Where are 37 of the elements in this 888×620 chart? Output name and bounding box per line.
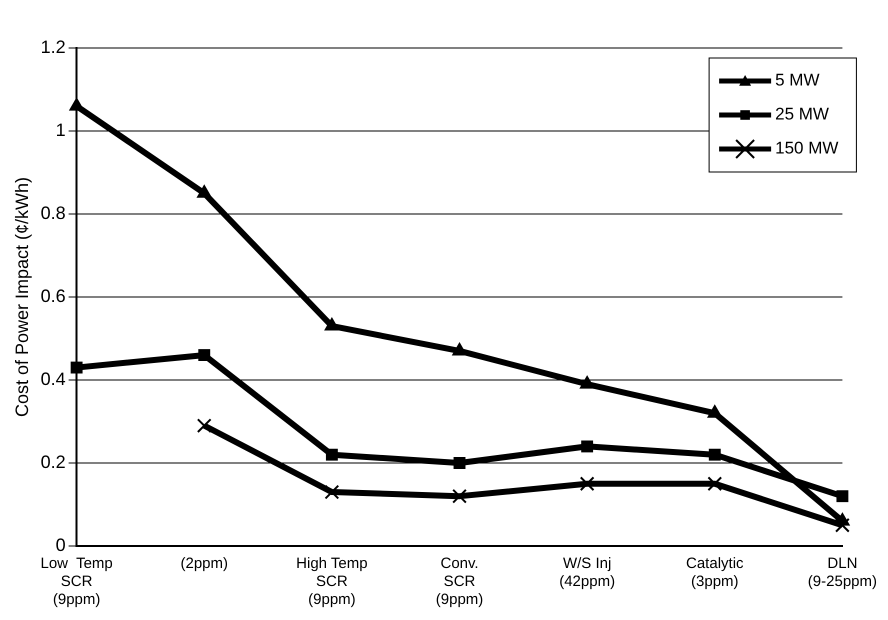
point (326, 448, 338, 461)
point (197, 185, 212, 198)
legend-label: 5 MW (775, 70, 820, 90)
point (581, 440, 594, 452)
x-tick-label: Low Temp SCR (9ppm) (40, 555, 113, 608)
point (580, 376, 594, 389)
x-tick-label: DLN (9-25ppm) (808, 555, 878, 590)
point (708, 405, 722, 418)
point (836, 490, 848, 502)
point (452, 488, 467, 504)
y-tick-label: 0.6 (40, 286, 66, 306)
point (70, 362, 83, 374)
y-axis-title: Cost of Power Impact (¢/kWh) (12, 176, 32, 418)
point (708, 448, 721, 461)
point (70, 98, 84, 111)
y-tick-label: 1 (56, 120, 66, 140)
y-tick-label: 0.2 (40, 452, 66, 472)
y-tick-label: 0.4 (40, 368, 66, 389)
legend-label: 150 MW (775, 138, 838, 158)
y-tick-label: 0.8 (40, 202, 66, 223)
x-tick-label: High Temp SCR (9ppm) (296, 555, 368, 608)
y-tick-label: 0 (56, 534, 66, 555)
x-tick-label: W/S Inj (42ppm) (559, 555, 616, 590)
point (707, 476, 722, 492)
point (198, 349, 210, 362)
point (580, 476, 595, 492)
point (324, 318, 339, 331)
point (454, 457, 466, 469)
point (324, 484, 340, 500)
x-tick-label: Catalytic (3ppm) (686, 555, 744, 590)
point (196, 418, 212, 434)
legend-label: 25 MW (775, 104, 829, 124)
y-tick-label: 1.2 (40, 36, 66, 57)
x-tick-label: (2ppm) (180, 555, 228, 572)
point (835, 518, 850, 533)
x-tick-label: Conv. SCR (9ppm) (436, 555, 484, 608)
point (452, 342, 467, 356)
